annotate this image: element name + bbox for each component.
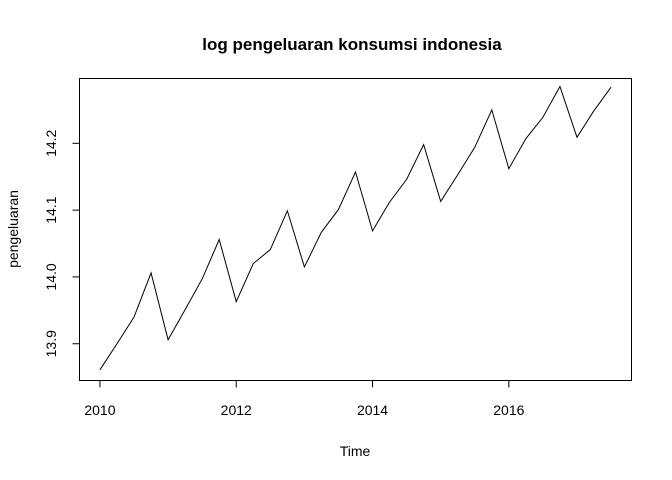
series-group <box>99 85 612 371</box>
y-axis-label: pengeluaran <box>5 190 21 268</box>
y-tick-label: 14.1 <box>43 196 59 223</box>
x-tick-label: 2014 <box>357 402 388 418</box>
x-tick-label: 2010 <box>84 402 115 418</box>
x-axis: 2010 2012 2014 2016 <box>84 380 525 418</box>
x-tick-label: 2016 <box>493 402 524 418</box>
chart-title: log pengeluaran konsumsi indonesia <box>202 35 502 54</box>
x-tick-label: 2012 <box>221 402 252 418</box>
x-axis-label: Time <box>340 443 371 459</box>
y-tick-label: 14.0 <box>43 263 59 290</box>
y-tick-label: 14.2 <box>43 129 59 156</box>
plot-frame <box>79 78 632 381</box>
series-line <box>99 85 612 371</box>
y-axis: 13.9 14.0 14.1 14.2 <box>43 129 80 357</box>
y-tick-label: 13.9 <box>43 330 59 357</box>
